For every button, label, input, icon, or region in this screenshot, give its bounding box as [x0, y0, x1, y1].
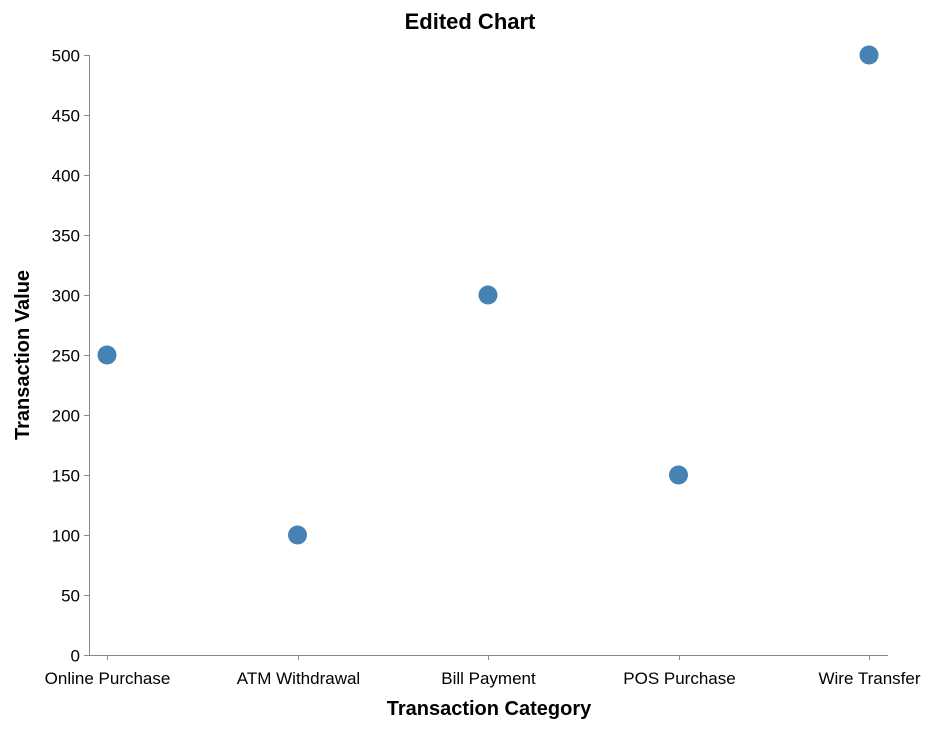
chart-title: Edited Chart — [405, 9, 536, 34]
x-tick-label: Online Purchase — [45, 669, 171, 688]
x-axis-title: Transaction Category — [387, 698, 592, 720]
y-tick-label: 450 — [52, 107, 80, 126]
y-tick-label: 100 — [52, 527, 80, 546]
x-tick-label: Wire Transfer — [818, 669, 920, 688]
x-axis: Online Purchase ATM Withdrawal Bill Paymen… — [45, 655, 921, 688]
y-tick-label: 150 — [52, 467, 80, 486]
y-tick-label: 50 — [61, 587, 80, 606]
data-point[interactable] — [669, 465, 688, 485]
data-points — [97, 45, 879, 545]
y-axis: 0 50 100 150 200 250 300 350 400 450 500 — [52, 47, 90, 666]
y-tick-label: 0 — [71, 647, 80, 666]
x-tick-label: POS Purchase — [623, 669, 735, 688]
data-point[interactable] — [478, 285, 498, 305]
data-point[interactable] — [859, 45, 879, 65]
x-tick-label: Bill Payment — [441, 669, 536, 688]
y-tick-label: 250 — [52, 347, 80, 366]
y-tick-label: 350 — [52, 227, 80, 246]
data-point[interactable] — [97, 345, 117, 365]
y-tick-label: 400 — [52, 167, 80, 186]
y-tick-label: 300 — [52, 287, 80, 306]
y-axis-title: Transaction Value — [12, 270, 34, 440]
y-tick-label: 500 — [52, 47, 80, 66]
data-point[interactable] — [288, 525, 307, 545]
y-tick-label: 200 — [52, 407, 80, 426]
x-tick-label: ATM Withdrawal — [237, 669, 360, 688]
